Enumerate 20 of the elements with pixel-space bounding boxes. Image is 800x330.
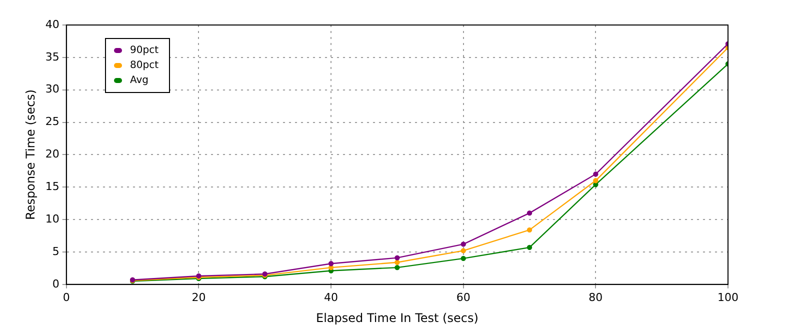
y-tick-label: 5	[52, 244, 60, 258]
x-tick-label: 60	[456, 290, 470, 304]
legend-label: Avg	[130, 75, 149, 86]
legend-label: 80pct	[130, 60, 158, 71]
y-tick-label: 25	[45, 115, 60, 128]
y-tick-label: 10	[45, 212, 60, 226]
x-tick-label: 100	[718, 290, 738, 304]
y-tick-label: 40	[45, 18, 60, 31]
y-axis-title: Response Time (secs)	[23, 89, 38, 220]
legend-label: 90pct	[130, 45, 158, 56]
x-tick-label: 80	[588, 290, 603, 304]
y-tick-label: 20	[45, 148, 60, 161]
y-tick-label: 30	[45, 82, 60, 96]
x-axis-title: Elapsed Time In Test (secs)	[316, 310, 478, 325]
x-tick-label: 0	[62, 290, 70, 304]
x-tick-label: 20	[192, 290, 206, 304]
y-tick-label: 35	[45, 50, 60, 64]
y-tick-label: 15	[45, 180, 60, 193]
x-tick-label: 40	[324, 290, 338, 304]
y-tick-label: 0	[52, 277, 60, 290]
